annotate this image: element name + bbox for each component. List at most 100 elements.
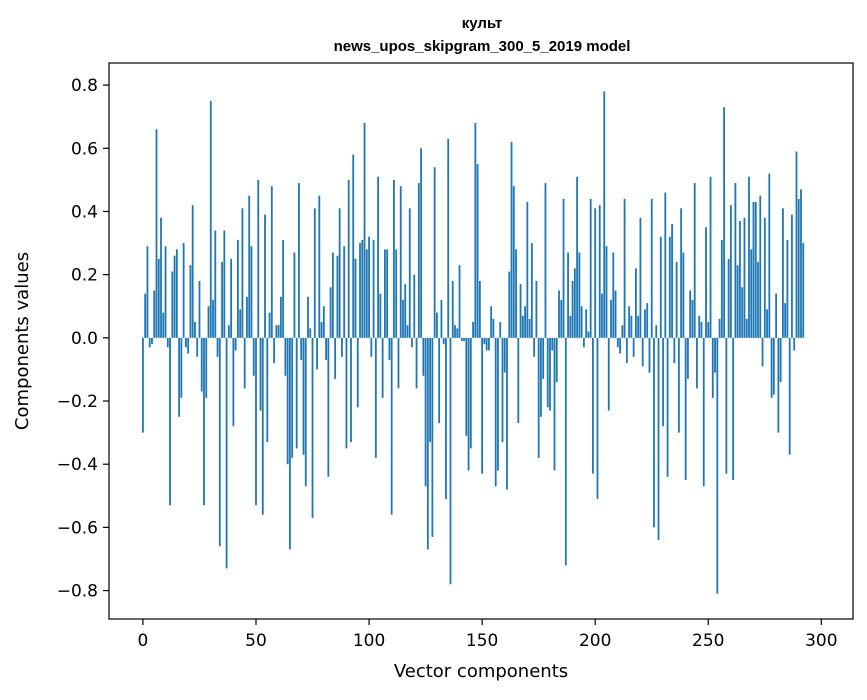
bar-123 <box>420 148 422 338</box>
bar-30 <box>209 100 212 338</box>
bar-series <box>142 91 805 594</box>
bar-292 <box>802 243 805 338</box>
bar-161 <box>506 337 508 490</box>
bar-268 <box>748 176 750 338</box>
bar-51 <box>257 179 260 338</box>
bar-128 <box>431 337 434 537</box>
bar-118 <box>408 208 411 338</box>
bar-255 <box>718 318 721 338</box>
bar-101 <box>370 337 373 357</box>
bar-187 <box>564 337 567 566</box>
bar-136 <box>449 337 452 585</box>
bar-121 <box>415 337 418 389</box>
bar-69 <box>298 183 300 338</box>
bar-131 <box>438 337 441 424</box>
bar-173 <box>533 337 536 357</box>
bar-134 <box>445 337 447 499</box>
bar-54 <box>264 214 266 338</box>
bar-176 <box>540 337 542 417</box>
bar-107 <box>383 249 386 338</box>
bar-33 <box>216 337 219 357</box>
bar-64 <box>286 337 289 465</box>
bar-3 <box>148 337 151 348</box>
bar-287 <box>791 214 793 338</box>
bar-8 <box>160 217 162 338</box>
bar-209 <box>614 290 617 338</box>
bar-11 <box>166 337 169 348</box>
y-tick-label: −0.4 <box>57 455 98 475</box>
bar-70 <box>300 337 303 360</box>
bar-10 <box>164 246 167 338</box>
bar-203 <box>601 293 603 338</box>
bar-213 <box>623 198 626 338</box>
bar-81 <box>325 337 327 360</box>
bar-261 <box>732 337 735 480</box>
bar-246 <box>698 315 701 338</box>
x-tick-label: 250 <box>692 631 724 651</box>
bar-15 <box>175 249 178 338</box>
bar-288 <box>793 337 796 351</box>
bar-188 <box>567 252 569 338</box>
bar-248 <box>702 337 705 487</box>
bar-190 <box>571 280 574 338</box>
bar-191 <box>573 268 576 338</box>
x-axis-label: Vector components <box>394 661 568 682</box>
bar-1 <box>144 293 147 338</box>
bar-125 <box>424 337 427 487</box>
bar-22 <box>191 205 194 338</box>
x-tick-label: 50 <box>245 631 267 651</box>
bar-257 <box>723 107 726 338</box>
bar-216 <box>630 315 633 338</box>
bar-108 <box>386 249 389 338</box>
bar-104 <box>377 176 380 338</box>
bar-80 <box>322 306 325 338</box>
bar-153 <box>488 337 490 351</box>
bar-240 <box>684 337 687 480</box>
bar-127 <box>429 337 432 443</box>
bar-262 <box>734 183 737 338</box>
bar-229 <box>659 236 662 338</box>
bar-149 <box>478 280 481 338</box>
bar-163 <box>510 141 513 338</box>
bar-247 <box>700 322 703 338</box>
bar-52 <box>259 337 262 411</box>
bar-49 <box>252 337 255 376</box>
bar-76 <box>313 208 316 338</box>
bar-106 <box>381 337 384 398</box>
bar-252 <box>711 337 714 398</box>
bar-72 <box>304 337 307 487</box>
chart-title-line1: культ <box>462 15 502 32</box>
bar-277 <box>768 173 771 338</box>
bar-34 <box>218 337 221 547</box>
bar-111 <box>393 179 395 338</box>
bar-253 <box>714 337 716 373</box>
x-tick-label: 200 <box>579 631 611 651</box>
bar-31 <box>212 299 214 338</box>
bar-46 <box>246 296 248 338</box>
y-tick-label: 0.0 <box>71 329 98 349</box>
bar-45 <box>243 337 246 389</box>
bar-280 <box>775 293 778 338</box>
bar-210 <box>616 337 619 348</box>
bar-193 <box>578 252 581 338</box>
bar-264 <box>739 220 741 338</box>
bar-249 <box>705 227 707 338</box>
bar-258 <box>725 337 728 474</box>
bar-235 <box>673 337 676 364</box>
bar-135 <box>447 138 450 338</box>
bar-139 <box>456 328 459 338</box>
bar-236 <box>675 262 678 338</box>
bar-256 <box>720 239 723 338</box>
x-tick-label: 300 <box>805 631 837 651</box>
bar-43 <box>239 309 242 338</box>
bar-71 <box>302 337 305 455</box>
bar-73 <box>307 296 309 338</box>
bar-230 <box>662 337 664 427</box>
bar-48 <box>250 246 253 338</box>
bar-13 <box>171 271 174 338</box>
bar-231 <box>664 192 667 338</box>
y-tick-label: 0.2 <box>71 266 98 286</box>
bar-67 <box>293 252 296 338</box>
bar-158 <box>499 322 502 338</box>
